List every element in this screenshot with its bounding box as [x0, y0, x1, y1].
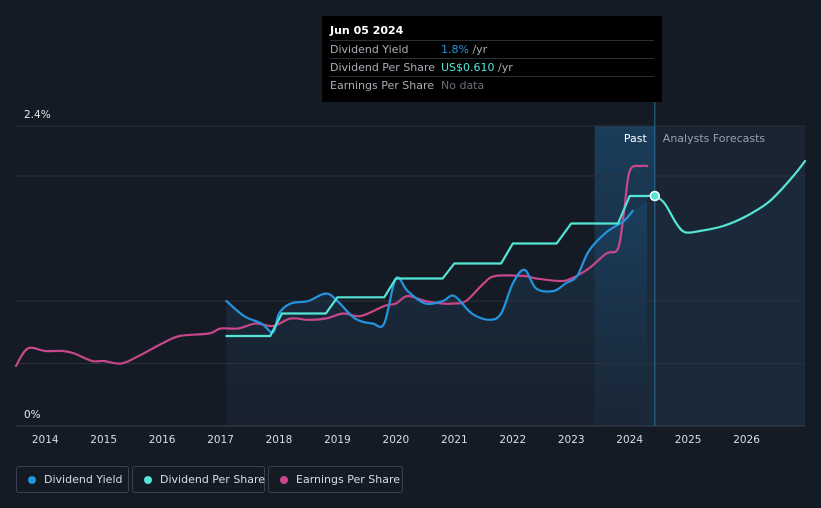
- x-tick-label: 2025: [675, 434, 702, 446]
- legend-label: Earnings Per Share: [296, 473, 401, 486]
- legend-dividend-yield[interactable]: Dividend Yield: [16, 466, 129, 493]
- tooltip-row-dividend-per-share: Dividend Per Share US$0.610 /yr: [330, 58, 654, 76]
- x-tick-label: 2015: [90, 434, 117, 446]
- x-tick-label: 2014: [32, 434, 59, 446]
- series-line-dividend-yield: [225, 209, 634, 334]
- x-tick-label: 2024: [616, 434, 643, 446]
- legend-label: Dividend Yield: [44, 473, 123, 486]
- legend-label: Dividend Per Share: [160, 473, 266, 486]
- tooltip-label: Dividend Yield: [330, 43, 409, 56]
- legend-dot-icon: [280, 476, 288, 484]
- tooltip-label: Dividend Per Share: [330, 61, 436, 74]
- y-axis-max-label: 2.4%: [24, 109, 51, 121]
- x-tick-label: 2020: [383, 434, 410, 446]
- x-tick-label: 2016: [149, 434, 176, 446]
- y-axis-min-label: 0%: [24, 409, 41, 421]
- x-tick-label: 2023: [558, 434, 585, 446]
- dividend-yield-area: [226, 196, 655, 426]
- legend-dot-icon: [28, 476, 36, 484]
- forecast-region-label: Analysts Forecasts: [663, 132, 766, 145]
- tooltip-row-dividend-yield: Dividend Yield 1.8% /yr: [330, 40, 654, 58]
- tooltip-date: Jun 05 2024: [330, 24, 404, 37]
- x-tick-label: 2017: [207, 434, 234, 446]
- tooltip-value: No data: [441, 79, 485, 92]
- series-line-dividend-per-share-forecast: [646, 159, 807, 234]
- tooltip-label: Earnings Per Share: [330, 79, 435, 92]
- tooltip-value: 1.8% /yr: [441, 43, 488, 56]
- x-tick-label: 2022: [499, 434, 526, 446]
- highlight-point[interactable]: [649, 190, 661, 202]
- legend-dot-icon: [144, 476, 152, 484]
- tooltip-value: US$0.610 /yr: [441, 61, 513, 74]
- legend-earnings-per-share[interactable]: Earnings Per Share: [268, 466, 403, 493]
- tooltip-row-earnings-per-share: Earnings Per Share No data: [330, 76, 654, 94]
- series-line-dividend-per-share: [225, 194, 649, 338]
- legend-dividend-per-share[interactable]: Dividend Per Share: [132, 466, 265, 493]
- chart-tooltip: Jun 05 2024 Dividend Yield 1.8% /yr Divi…: [322, 16, 662, 102]
- past-region-label: Past: [624, 132, 648, 145]
- x-tick-label: 2021: [441, 434, 468, 446]
- x-tick-label: 2019: [324, 434, 351, 446]
- forecast-area: [647, 161, 805, 426]
- x-tick-label: 2026: [733, 434, 760, 446]
- x-tick-label: 2018: [266, 434, 293, 446]
